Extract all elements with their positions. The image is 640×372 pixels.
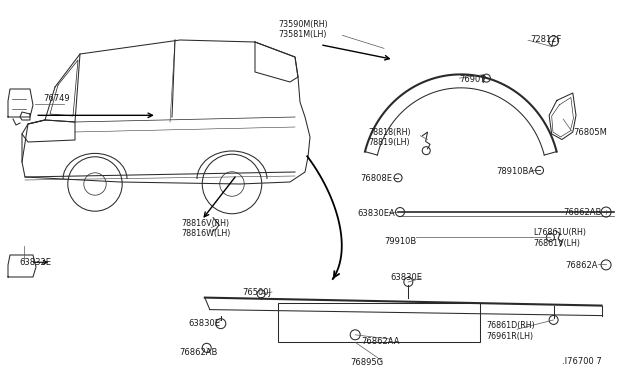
Text: 76861D(RH)
76961R(LH): 76861D(RH) 76961R(LH) <box>486 321 535 341</box>
Text: 76895G: 76895G <box>351 358 384 367</box>
Text: 76805M: 76805M <box>573 128 607 137</box>
Text: 78818(RH)
78819(LH): 78818(RH) 78819(LH) <box>368 128 411 147</box>
Text: 72812F: 72812F <box>530 35 561 44</box>
Text: 79910B: 79910B <box>384 237 416 246</box>
Text: 63830E: 63830E <box>390 273 422 282</box>
Text: 76500J: 76500J <box>242 288 271 296</box>
Text: 76749: 76749 <box>44 94 70 103</box>
Text: 76862AB: 76862AB <box>563 208 602 217</box>
Text: 76808E: 76808E <box>360 174 392 183</box>
Text: .I76700 7: .I76700 7 <box>562 357 602 366</box>
Text: 63832E: 63832E <box>19 258 51 267</box>
Text: 76862A: 76862A <box>565 262 598 270</box>
Text: 76862AA: 76862AA <box>362 337 400 346</box>
Text: 78816V(RH)
78816W(LH): 78816V(RH) 78816W(LH) <box>181 219 230 238</box>
Text: 63830EA: 63830EA <box>357 209 395 218</box>
Bar <box>278 303 480 342</box>
Text: 63830E: 63830E <box>189 319 221 328</box>
Text: L76861U(RH)
76861V(LH): L76861U(RH) 76861V(LH) <box>533 228 586 248</box>
Text: 73590M(RH)
73581M(LH): 73590M(RH) 73581M(LH) <box>278 20 328 39</box>
Text: 76907: 76907 <box>460 76 486 84</box>
Text: 78910BA: 78910BA <box>496 167 534 176</box>
Text: 76862AB: 76862AB <box>179 348 218 357</box>
